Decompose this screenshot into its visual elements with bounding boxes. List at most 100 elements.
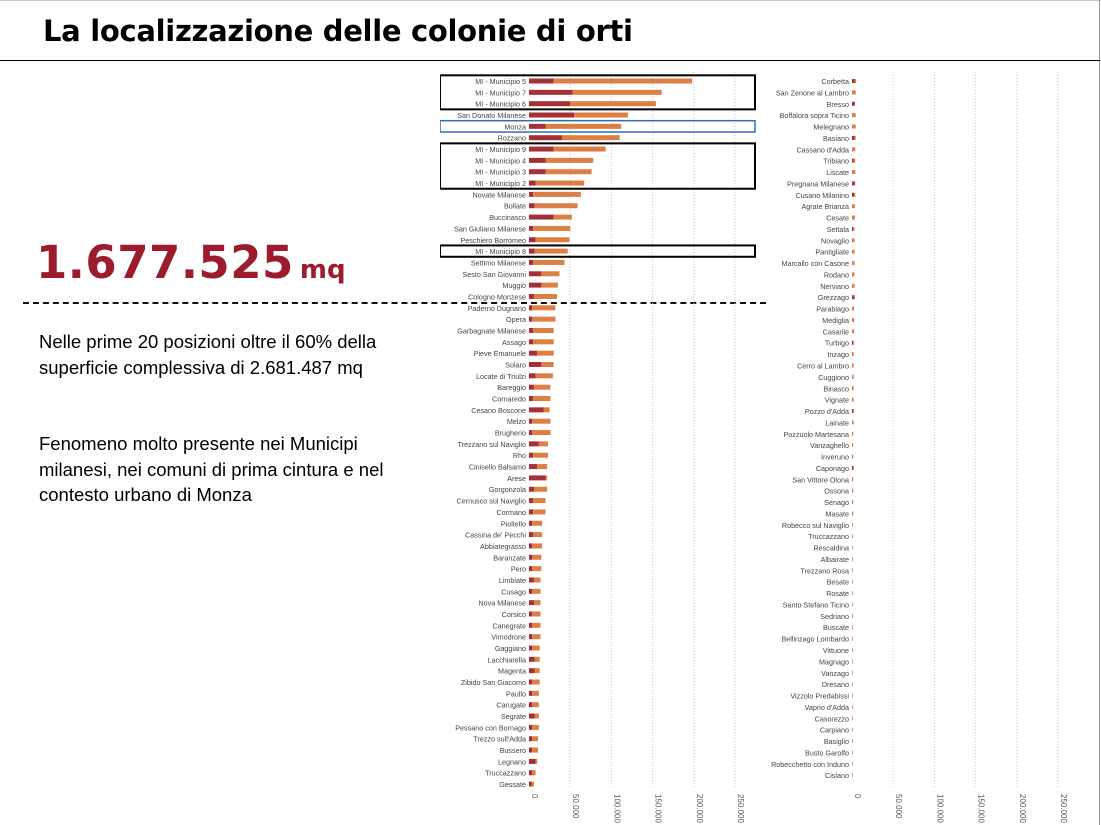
right-bar-segment <box>853 340 855 345</box>
left-bar-segment <box>529 418 533 424</box>
left-bar-segment <box>529 668 535 674</box>
left-category-label: MI - Municipio 3 <box>475 168 526 177</box>
right-category-label: Casorezzo <box>815 714 849 723</box>
left-bar-segment <box>532 316 556 322</box>
right-category-label: Binasco <box>823 384 849 393</box>
left-bar-segment <box>534 203 578 209</box>
left-bar-segment <box>533 327 554 333</box>
right-bar-segment <box>852 591 853 596</box>
left-category-label: Pioltello <box>501 519 526 528</box>
left-bar-segment <box>529 475 546 481</box>
right-category-label: Albairate <box>821 555 849 564</box>
right-category-label: Tribiano <box>823 157 849 166</box>
left-bar-segment <box>534 713 539 719</box>
left-category-label: Bollate <box>504 202 526 211</box>
left-bar-segment <box>553 214 572 220</box>
right-bar-segment <box>852 249 855 254</box>
right-bar-segment <box>852 170 856 175</box>
right-category-label: Corbetta <box>821 77 849 86</box>
right-bar-segment <box>852 443 854 448</box>
left-bar-segment <box>529 690 533 696</box>
left-category-label: Cesano Boscone <box>471 406 526 415</box>
left-bar-segment <box>535 373 553 379</box>
left-bar-segment <box>529 203 535 209</box>
left-bar-segment <box>529 430 533 436</box>
left-category-label: Garbagnate Milanese <box>457 326 526 335</box>
right-category-label: Besate <box>827 578 849 587</box>
summary-paragraph: Nelle prime 20 posizioni oltre il 60% de… <box>39 331 377 378</box>
left-bar-segment <box>537 350 554 356</box>
left-bar-segment <box>535 180 585 186</box>
left-x-tick-label: 100.000 <box>612 794 621 823</box>
left-category-label: Rho <box>513 451 526 460</box>
left-bar-segment <box>532 690 539 696</box>
right-bar-segment <box>852 317 855 322</box>
right-x-tick-label: 150.000 <box>977 794 986 823</box>
left-category-label: Peschiero Borromeo <box>460 236 526 245</box>
left-bar-segment <box>529 566 533 572</box>
right-category-label: Masate <box>825 509 849 518</box>
left-category-label: Paderno Dugnano <box>468 304 526 313</box>
left-bar-segment <box>529 611 533 617</box>
left-bar-segment <box>532 770 536 776</box>
left-bar-segment <box>535 758 538 764</box>
left-bar-segment <box>533 293 558 299</box>
left-category-label: Baranzate <box>493 553 526 562</box>
left-bar-segment <box>532 622 541 628</box>
right-bar-segment <box>854 181 856 186</box>
right-bar-segment <box>854 79 857 83</box>
right-category-label: Robecchetto con Induno <box>771 760 849 769</box>
right-category-label: Grezzago <box>818 293 849 302</box>
right-bar-segment <box>852 716 853 721</box>
left-category-label: Trezzo sull'Adda <box>473 735 526 744</box>
right-category-label: Ossona <box>824 487 849 496</box>
left-x-tick-label: 250.000 <box>736 794 745 823</box>
left-bar-segment <box>529 89 573 95</box>
left-bar-segment <box>541 271 560 277</box>
right-category-label: Boffalora sopra Ticino <box>780 111 849 120</box>
highlight-box <box>440 74 756 111</box>
left-x-tick-label: 0 <box>530 794 539 799</box>
right-category-label: Novaglio <box>821 236 849 245</box>
left-bar-segment <box>553 146 606 152</box>
left-bar-segment <box>529 588 533 594</box>
left-bar-segment <box>532 305 556 311</box>
left-category-label: Cormano <box>496 508 526 517</box>
right-bar-segment <box>852 670 853 675</box>
left-bar-segment <box>529 441 539 447</box>
right-category-label: Vanzaghello <box>810 441 849 450</box>
left-category-label: MI - Municipio 9 <box>475 145 526 154</box>
slide-right-border <box>1099 0 1100 825</box>
left-category-label: Novate Milanese <box>472 190 526 199</box>
left-bar-segment <box>529 135 562 141</box>
right-x-tick-label: 200.000 <box>1018 794 1027 823</box>
left-category-label: Gessate <box>499 780 526 789</box>
left-bar-segment <box>529 736 533 742</box>
right-category-label: Bellinzago Lombardo <box>781 635 849 644</box>
left-category-label: MI - Municipio 6 <box>475 100 526 109</box>
left-bar-segment <box>529 101 571 107</box>
right-bar-segment <box>852 761 853 766</box>
left-category-label: Zibido San Giacomo <box>461 678 526 687</box>
left-category-label: Nova Milanese <box>478 599 526 608</box>
left-bar-segment <box>533 532 543 538</box>
right-bar-segment <box>852 613 853 618</box>
right-bar-segment <box>852 352 854 357</box>
right-bar-segment <box>852 215 855 220</box>
left-bar-segment <box>533 452 548 458</box>
right-category-label: Vaprio d'Adda <box>805 703 849 712</box>
left-bar-segment <box>529 327 534 333</box>
left-category-label: Cologno Monzese <box>468 292 526 301</box>
left-bar-segment <box>529 498 534 504</box>
left-category-label: Carugate <box>496 701 526 710</box>
left-bar-segment <box>545 169 592 175</box>
left-bar-segment <box>532 430 551 436</box>
right-bar-segment <box>852 409 854 414</box>
left-bar-segment <box>529 713 535 719</box>
left-bar-segment <box>529 157 546 163</box>
right-bar-segment <box>852 545 853 550</box>
right-category-label: Cusano Milanino <box>795 191 849 200</box>
left-bar-segment <box>529 509 534 515</box>
left-bar-segment <box>529 169 546 175</box>
left-bar-segment <box>545 157 594 163</box>
